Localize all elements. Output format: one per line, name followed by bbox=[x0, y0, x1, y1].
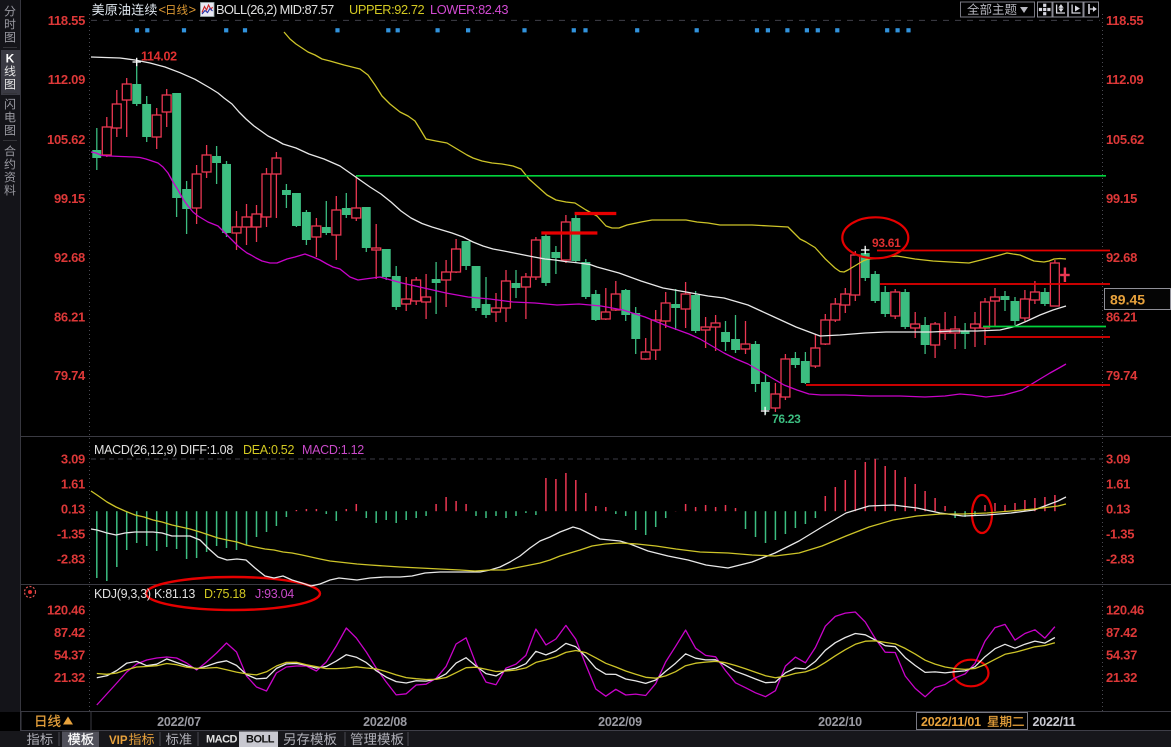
svg-text:93.61: 93.61 bbox=[872, 236, 901, 250]
svg-text:118.55: 118.55 bbox=[1106, 13, 1143, 28]
svg-text:86.21: 86.21 bbox=[1106, 309, 1137, 324]
svg-text:K: K bbox=[6, 52, 15, 66]
svg-text:99.15: 99.15 bbox=[1106, 191, 1137, 206]
svg-text:K:81.13: K:81.13 bbox=[154, 587, 195, 601]
svg-text:1.61: 1.61 bbox=[1106, 477, 1130, 492]
svg-text:MACD(26,12,9) DIFF:1.08: MACD(26,12,9) DIFF:1.08 bbox=[94, 443, 233, 457]
svg-text:MACD: MACD bbox=[206, 734, 238, 746]
svg-text:2022/11/01: 2022/11/01 bbox=[921, 715, 981, 729]
svg-text:UPPER:92.72: UPPER:92.72 bbox=[349, 2, 425, 17]
svg-text:87.42: 87.42 bbox=[54, 625, 85, 640]
svg-text:VIP: VIP bbox=[109, 735, 128, 747]
svg-text:99.15: 99.15 bbox=[54, 191, 85, 206]
svg-text:76.23: 76.23 bbox=[772, 412, 801, 426]
svg-text:87.42: 87.42 bbox=[1106, 625, 1137, 640]
svg-text:J:93.04: J:93.04 bbox=[255, 587, 294, 601]
svg-text:-2.83: -2.83 bbox=[57, 552, 85, 567]
svg-text:BOLL: BOLL bbox=[246, 734, 275, 746]
svg-text:0.13: 0.13 bbox=[61, 502, 85, 517]
svg-text:92.68: 92.68 bbox=[1106, 250, 1137, 265]
svg-text:120.46: 120.46 bbox=[47, 603, 85, 618]
svg-text:D:75.18: D:75.18 bbox=[204, 587, 246, 601]
svg-text:92.68: 92.68 bbox=[54, 250, 85, 265]
svg-text:DEA:0.52: DEA:0.52 bbox=[243, 443, 294, 457]
svg-text:105.62: 105.62 bbox=[1106, 132, 1144, 147]
svg-text:86.21: 86.21 bbox=[54, 309, 85, 324]
svg-text:118.55: 118.55 bbox=[48, 13, 85, 28]
svg-text:2022/09: 2022/09 bbox=[598, 715, 642, 729]
svg-text:MACD:1.12: MACD:1.12 bbox=[302, 443, 364, 457]
svg-text:54.37: 54.37 bbox=[54, 648, 85, 663]
svg-text:2022/11: 2022/11 bbox=[1032, 715, 1075, 729]
svg-text:<: < bbox=[159, 2, 167, 17]
svg-text:21.32: 21.32 bbox=[1106, 670, 1137, 685]
svg-text:54.37: 54.37 bbox=[1106, 648, 1137, 663]
svg-text:-1.35: -1.35 bbox=[1106, 527, 1134, 542]
svg-text:-1.35: -1.35 bbox=[57, 527, 85, 542]
svg-text:>: > bbox=[189, 2, 197, 17]
svg-text:BOLL(26,2) MID:87.57: BOLL(26,2) MID:87.57 bbox=[216, 2, 334, 17]
svg-text:3.09: 3.09 bbox=[1106, 452, 1130, 467]
svg-text:KDJ(9,3,3): KDJ(9,3,3) bbox=[94, 587, 151, 601]
svg-text:2022/08: 2022/08 bbox=[363, 715, 407, 729]
svg-text:79.74: 79.74 bbox=[1106, 368, 1138, 383]
svg-text:79.74: 79.74 bbox=[54, 368, 86, 383]
svg-text:-2.83: -2.83 bbox=[1106, 552, 1134, 567]
svg-text:105.62: 105.62 bbox=[47, 132, 85, 147]
svg-text:21.32: 21.32 bbox=[54, 670, 85, 685]
svg-text:114.02: 114.02 bbox=[141, 50, 177, 64]
svg-text:112.09: 112.09 bbox=[48, 72, 85, 87]
svg-text:120.46: 120.46 bbox=[1106, 603, 1144, 618]
svg-text:112.09: 112.09 bbox=[1106, 72, 1143, 87]
svg-text:1.61: 1.61 bbox=[61, 477, 85, 492]
svg-text:2022/10: 2022/10 bbox=[818, 715, 862, 729]
svg-text:LOWER:82.43: LOWER:82.43 bbox=[430, 2, 508, 17]
svg-text:0.13: 0.13 bbox=[1106, 502, 1130, 517]
svg-text:2022/07: 2022/07 bbox=[157, 715, 201, 729]
svg-text:89.45: 89.45 bbox=[1110, 292, 1145, 308]
svg-text:3.09: 3.09 bbox=[61, 452, 85, 467]
